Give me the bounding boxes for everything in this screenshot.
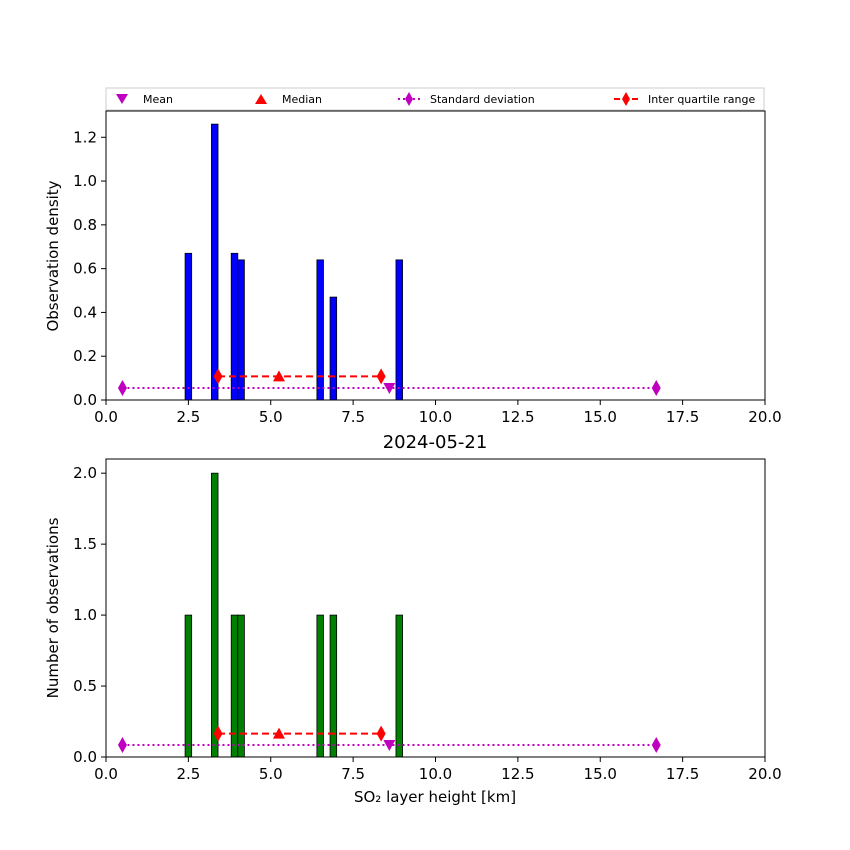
legend-std-marker (405, 92, 413, 106)
x-tick-label: 2.5 (176, 408, 200, 426)
x-tick-label: 7.5 (341, 408, 365, 426)
x-tick-label: 17.5 (666, 408, 699, 426)
y-tick-label: 0.6 (73, 260, 97, 278)
x-tick-label: 10.0 (419, 408, 452, 426)
std-marker (117, 379, 127, 396)
median-marker (272, 727, 285, 739)
y-tick-label: 2.0 (73, 464, 97, 482)
x-tick-label: 20.0 (748, 408, 781, 426)
histogram-bar (184, 614, 193, 758)
x-tick-label: 17.5 (666, 765, 699, 783)
iqr-marker (213, 725, 223, 742)
x-axis-label: SO₂ layer height [km] (354, 788, 516, 806)
y-tick-label: 0.0 (73, 748, 97, 766)
x-tick-label: 12.5 (501, 408, 534, 426)
x-tick-label: 12.5 (501, 765, 534, 783)
histogram-bar (211, 472, 219, 758)
iqr-marker (376, 725, 386, 742)
y-tick-label: 0.2 (73, 347, 97, 365)
histogram-bar (230, 614, 239, 758)
legend: Mean Median Standard deviation Inter qua… (105, 87, 765, 111)
chart-title: 2024-05-21 (383, 432, 488, 453)
x-tick-label: 15.0 (584, 408, 617, 426)
x-tick-label: 0.0 (94, 408, 118, 426)
legend-iqr-label: Inter quartile range (648, 93, 755, 106)
legend-entry-std: Standard deviation (398, 92, 535, 106)
legend-mean-marker (116, 94, 128, 104)
y-axis-label: Observation density (44, 180, 62, 331)
density-histogram: 2024-05-21 Observation density 0.0 2.5 5.0… (44, 110, 782, 453)
legend-mean-label: Mean (143, 93, 173, 106)
y-axis-label: Number of observations (44, 517, 62, 698)
y-tick-label: 0.0 (73, 391, 97, 409)
x-tick-label: 5.0 (259, 408, 283, 426)
axes-frame (105, 458, 766, 758)
legend-entry-iqr: Inter quartile range (614, 92, 755, 106)
histogram-bar (230, 252, 239, 401)
histogram-bar (395, 259, 403, 401)
y-tick-label: 1.0 (73, 172, 97, 190)
legend-median-marker (255, 94, 267, 104)
y-tick-label: 1.5 (73, 535, 97, 553)
x-tick-label: 2.5 (176, 765, 200, 783)
x-tick-label: 10.0 (419, 765, 452, 783)
iqr-marker (213, 368, 223, 385)
mean-marker (383, 382, 396, 394)
histogram-bar (237, 259, 245, 401)
x-tick-label: 5.0 (259, 765, 283, 783)
y-tick-label: 1.2 (73, 128, 97, 146)
iqr-marker (376, 368, 386, 385)
y-tick-label: 0.4 (73, 303, 97, 321)
histogram-bar (211, 123, 219, 401)
legend-std-label: Standard deviation (430, 93, 535, 106)
y-tick-label: 0.8 (73, 216, 97, 234)
legend-iqr-marker (622, 92, 630, 106)
count-histogram: Number of observations SO₂ layer height … (44, 458, 782, 806)
legend-frame (105, 87, 765, 111)
histogram-bar (395, 614, 403, 758)
legend-entry-median: Median (255, 93, 322, 106)
axes-frame (105, 110, 766, 401)
mean-marker (383, 739, 396, 751)
histogram-bar (329, 296, 338, 401)
histogram-bar (237, 614, 245, 758)
legend-median-label: Median (282, 93, 322, 106)
x-tick-label: 0.0 (94, 765, 118, 783)
histogram-bar (316, 259, 324, 401)
y-tick-label: 0.5 (73, 677, 97, 695)
std-marker (651, 736, 661, 753)
x-tick-label: 7.5 (341, 765, 365, 783)
std-marker (117, 736, 127, 753)
histogram-bar (329, 614, 338, 758)
x-tick-label: 15.0 (584, 765, 617, 783)
x-tick-label: 20.0 (748, 765, 781, 783)
histogram-bar (184, 252, 193, 401)
histogram-bar (316, 614, 324, 758)
std-marker (651, 379, 661, 396)
median-marker (272, 370, 285, 382)
legend-entry-mean: Mean (116, 93, 173, 106)
y-tick-label: 1.0 (73, 606, 97, 624)
